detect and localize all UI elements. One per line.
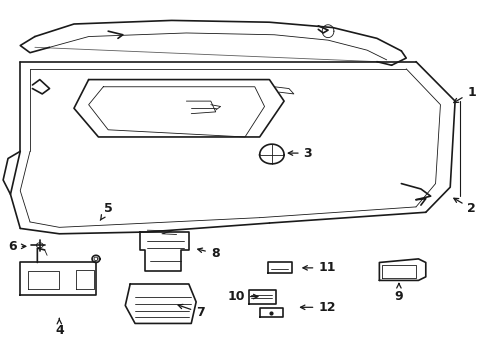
Text: 11: 11 [303, 261, 336, 274]
Text: 7: 7 [178, 305, 205, 319]
Text: 9: 9 [394, 284, 403, 303]
Text: 4: 4 [55, 319, 64, 337]
Text: 1: 1 [454, 86, 476, 103]
Text: 3: 3 [288, 147, 312, 159]
Text: 6: 6 [8, 240, 26, 253]
Text: 12: 12 [300, 301, 336, 314]
Text: 5: 5 [100, 202, 113, 220]
Text: 8: 8 [198, 247, 220, 260]
Text: 10: 10 [227, 290, 258, 303]
Text: 2: 2 [454, 198, 476, 215]
